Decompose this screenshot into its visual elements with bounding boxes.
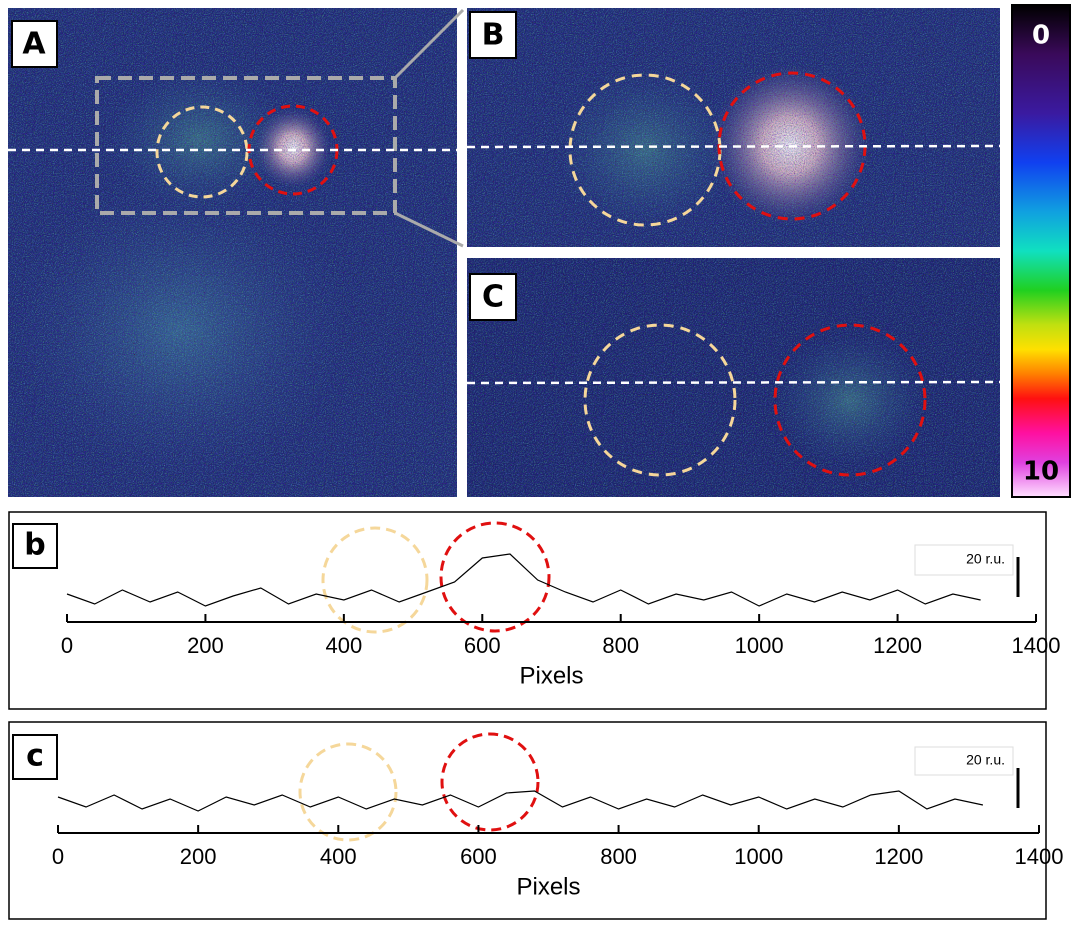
x-tick-label: 800	[600, 844, 637, 869]
x-tick-label: 400	[325, 633, 362, 658]
x-tick-label: 600	[460, 844, 497, 869]
chart-frame	[8, 511, 1047, 710]
trace	[57, 790, 984, 812]
scale-label: 20 r.u.	[966, 752, 1005, 768]
region-circle	[321, 526, 429, 634]
x-tick-label: 0	[61, 633, 73, 658]
panel-label: c	[26, 739, 44, 774]
x-tick-label: 400	[320, 844, 357, 869]
panel-b: B	[466, 8, 1001, 247]
panel-label-box	[12, 734, 58, 780]
chart-frame	[8, 721, 1047, 920]
x-tick-label: 600	[464, 633, 501, 658]
scale-box	[914, 544, 1014, 576]
x-tick-label: 1400	[1012, 633, 1061, 658]
panel-label: A	[22, 27, 46, 62]
x-tick-label: 200	[187, 633, 224, 658]
panel-c: C	[466, 258, 1001, 497]
x-tick-label: 800	[602, 633, 639, 658]
scale-label: 20 r.u.	[966, 551, 1005, 567]
trace	[66, 553, 981, 607]
region-circle	[439, 521, 551, 633]
x-axis-label: Pixels	[519, 662, 583, 689]
panel-a: A	[8, 8, 465, 497]
colorbar: 0 10	[1011, 4, 1071, 498]
panel-label: C	[482, 280, 504, 315]
region-circle	[298, 742, 398, 842]
panel-label-box	[12, 523, 58, 569]
region-circle	[440, 732, 540, 832]
x-axis-label: Pixels	[516, 873, 580, 900]
scale-box	[914, 746, 1014, 776]
colorbar-label: 0	[1032, 21, 1050, 51]
x-tick-label: 1200	[873, 633, 922, 658]
x-tick-label: 0	[52, 844, 64, 869]
panel-label: B	[482, 18, 505, 53]
x-tick-label: 1000	[734, 844, 783, 869]
colorbar-label: 10	[1023, 457, 1059, 487]
panel-label: b	[24, 528, 45, 563]
x-tick-label: 200	[180, 844, 217, 869]
x-tick-label: 1000	[735, 633, 784, 658]
x-tick-label: 1400	[1015, 844, 1064, 869]
x-tick-label: 1200	[874, 844, 923, 869]
